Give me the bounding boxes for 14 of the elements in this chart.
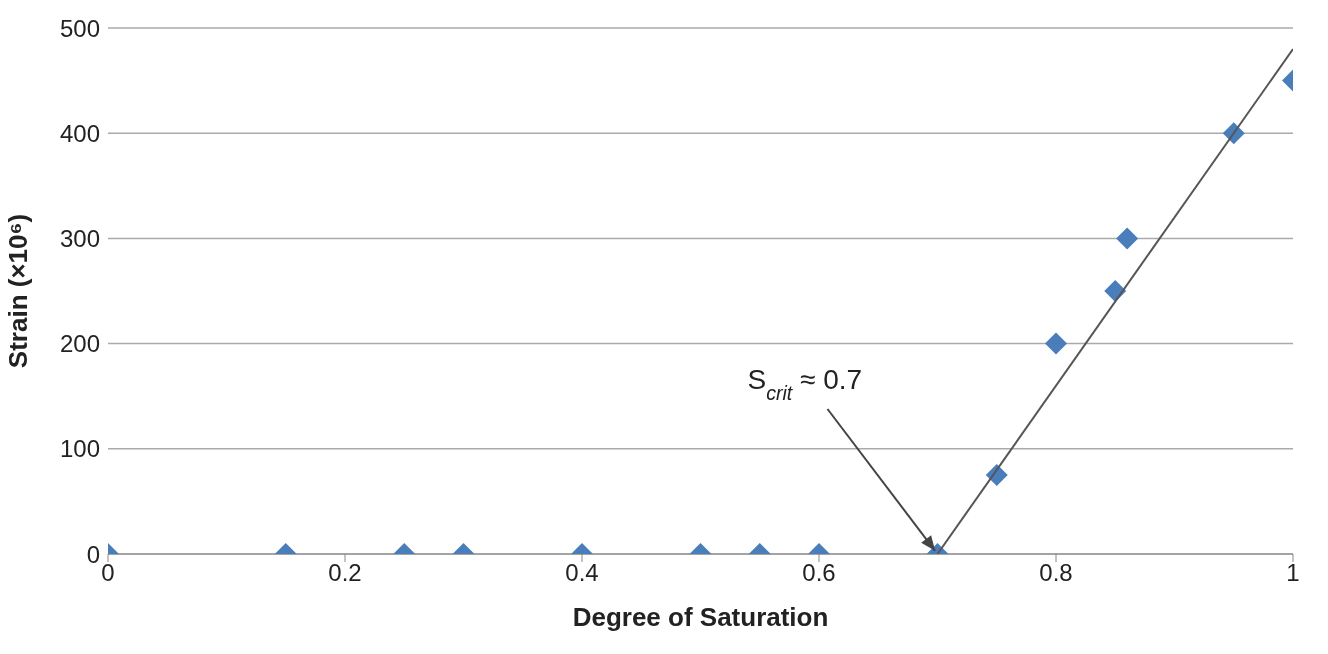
- x-tick-label: 1: [1286, 559, 1300, 587]
- y-tick-label: 100: [59, 435, 100, 463]
- y-tick-label: 300: [59, 224, 100, 252]
- y-tick-label: 0: [86, 540, 100, 568]
- y-axis-title: Strain (×10⁶): [3, 213, 34, 369]
- x-tick-label: 0.8: [1039, 559, 1073, 587]
- x-axis-title: Degree of Saturation: [572, 602, 829, 632]
- y-tick-label: 400: [59, 119, 100, 147]
- x-tick-label: 0.2: [328, 559, 362, 587]
- x-tick-label: 0.4: [565, 559, 599, 587]
- y-tick-label: 200: [59, 330, 100, 358]
- x-tick-label: 0.6: [802, 559, 836, 587]
- y-tick-label: 500: [59, 14, 100, 42]
- annotation: S$_{crit}$ ≈ 0.7: [747, 364, 863, 404]
